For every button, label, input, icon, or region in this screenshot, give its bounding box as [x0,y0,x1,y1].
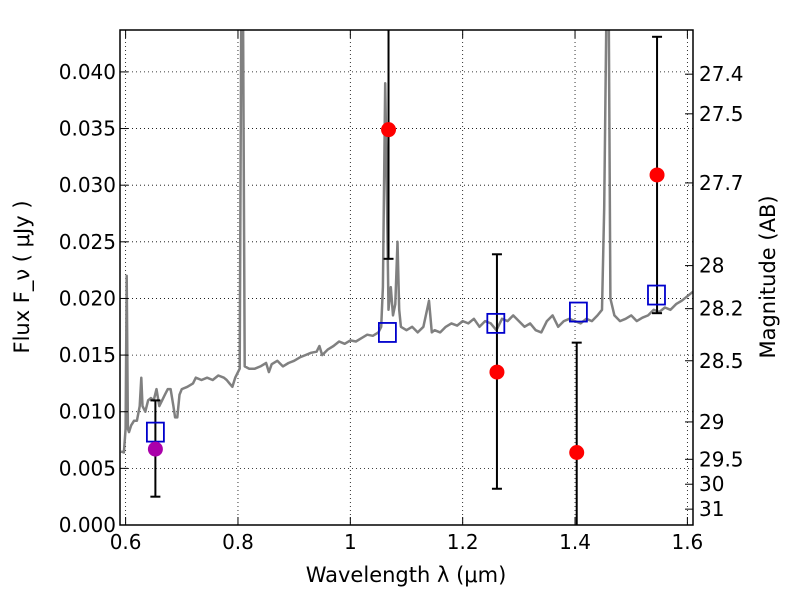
model-square-marker [569,301,588,323]
axes: 0.6 0.8 1 1.2 1.4 1.6 0.000 0.005 0.010 0.015 0.02… [59,29,744,554]
observed-point [489,364,505,380]
model-square-marker [647,284,666,306]
right-y-tick-label: 27.5 [699,102,744,126]
x-axis-label: Wavelength λ (μm) [306,563,507,587]
x-tick-label: 1 [344,530,357,554]
plot-frame [119,29,694,526]
model-square-marker [377,322,397,343]
x-tick-label: 0.6 [110,530,142,554]
x-tick-label: 0.8 [222,530,254,554]
y-tick-label: 0.005 [59,456,116,480]
right-y-tick-label: 31 [699,497,724,521]
right-y-tick-label: 30 [699,472,724,496]
right-y-axis-label: Magnitude (AB) [756,195,780,358]
right-y-tick-label: 28.2 [699,297,744,321]
y-tick-label: 0.000 [59,513,116,537]
y-tick-label: 0.040 [59,60,116,84]
right-y-tick-label: 28.5 [699,349,744,373]
model-square-marker [486,312,506,334]
right-y-tick-label: 29.5 [699,447,744,471]
grid [120,30,693,526]
y-tick-label: 0.035 [59,117,116,141]
y-tick-label: 0.010 [59,400,116,424]
observed-point [569,445,585,461]
y-axis-label: Flux F_ν ( μJy ) [10,200,35,353]
x-tick-label: 1.2 [447,530,479,554]
observed-point [381,122,397,138]
observed-point [649,167,665,183]
y-tick-label: 0.030 [59,173,116,197]
y-tick-label: 0.020 [59,286,116,310]
y-tick-label: 0.025 [59,230,116,254]
plot-area [120,30,693,525]
x-tick-label: 1.6 [671,530,703,554]
y-tick-label: 0.015 [59,343,116,367]
right-y-tick-label: 28 [699,254,724,278]
observed-point [147,441,163,457]
right-y-tick-label: 29 [699,410,724,434]
right-y-tick-label: 27.4 [699,62,744,86]
right-y-tick-label: 27.7 [699,171,744,195]
spectrum-line [120,30,693,454]
x-tick-label: 1.4 [559,530,591,554]
